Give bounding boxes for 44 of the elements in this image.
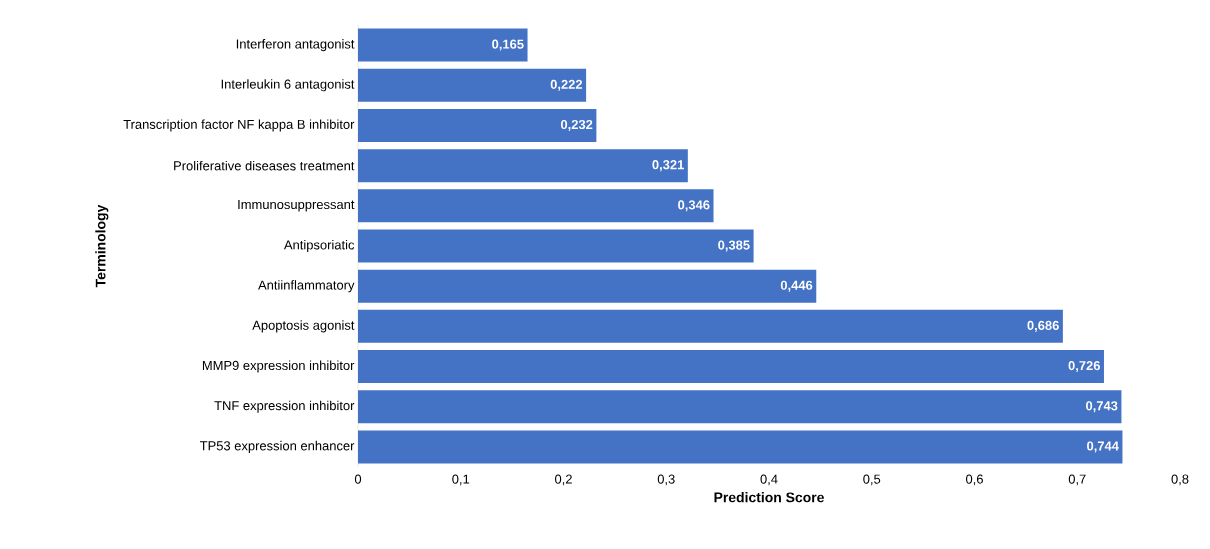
data-label: 0,321 (652, 160, 684, 172)
data-label: 0,232 (560, 119, 593, 131)
x-tick-label: 0,3 (657, 474, 675, 486)
bar (358, 309, 1063, 343)
x-axis-title: Prediction Score (714, 492, 824, 503)
data-label: 0,385 (718, 240, 750, 252)
y-tick-label: MMP9 expression inhibitor (202, 360, 355, 373)
bar (358, 108, 597, 142)
x-tick-label: 0,5 (863, 474, 881, 486)
data-label: 0,744 (1087, 441, 1119, 453)
data-label: 0,446 (780, 280, 813, 292)
y-tick-label: Antiinflammatory (258, 280, 355, 293)
y-axis-title: Terminology (95, 204, 109, 288)
data-label: 0,686 (1027, 320, 1059, 332)
bar (358, 149, 688, 183)
x-tick-label: 0,1 (452, 474, 470, 486)
x-tick-label: 0,7 (1068, 474, 1086, 486)
data-label: 0,726 (1068, 361, 1100, 373)
bar (358, 229, 754, 263)
x-tick-label: 0,2 (555, 474, 572, 486)
bar (358, 430, 1123, 464)
data-label: 0,222 (550, 79, 583, 91)
x-tick-label: 0 (354, 474, 362, 484)
y-tick-label: Antipsoriatic (283, 239, 355, 253)
y-tick-label: TNF expression inhibitor (214, 400, 355, 413)
data-label: 0,743 (1086, 401, 1118, 413)
bar (358, 68, 587, 102)
y-tick-label: Proliferative diseases treatment (174, 160, 355, 171)
bar (358, 390, 1122, 424)
bar (358, 189, 714, 223)
bar (358, 28, 528, 62)
data-label: 0,165 (492, 39, 524, 51)
x-tick-label: 0,8 (1171, 474, 1189, 486)
data-label: 0,346 (678, 200, 710, 212)
y-tick-label: Interleukin 6 antagonist (221, 79, 355, 92)
y-tick-label: TP53 expression enhancer (199, 440, 355, 453)
bar (358, 350, 1104, 384)
y-tick-label: Transcription factor NF kappa B inhibitor (123, 119, 355, 132)
x-tick-label: 0,6 (966, 474, 983, 486)
y-tick-label: Interferon antagonist (236, 39, 355, 52)
bar (358, 269, 817, 303)
x-tick-label: 0,4 (760, 474, 778, 486)
y-tick-label: Apoptosis agonist (252, 320, 355, 333)
y-tick-label: Immunosuppressant (238, 200, 355, 212)
